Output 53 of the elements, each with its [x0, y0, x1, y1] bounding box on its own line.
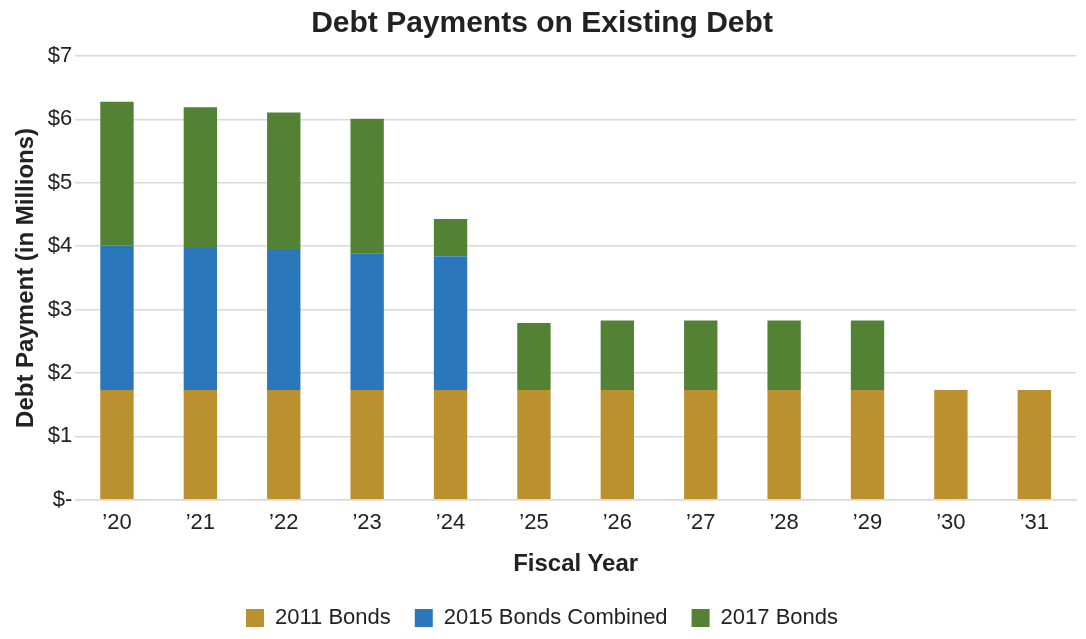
bar: [684, 320, 718, 391]
y-tick-label: $3: [47, 295, 73, 321]
bar: [850, 320, 885, 391]
bar: [100, 101, 134, 246]
bar: [600, 320, 635, 391]
bar: [100, 390, 134, 500]
y-tick-label: $6: [47, 105, 73, 131]
x-tick-label: ’28: [769, 509, 799, 535]
chart-title: Debt Payments on Existing Debt: [311, 5, 773, 39]
legend-label: 2011 Bonds: [274, 604, 391, 630]
y-tick-label: $-: [52, 485, 73, 511]
bar: [183, 107, 218, 249]
bar: [183, 248, 218, 391]
x-tick-label: ’25: [519, 509, 549, 535]
bar: [684, 390, 718, 500]
y-tick-label: $5: [47, 168, 73, 194]
bar: [350, 118, 384, 254]
y-tick-label: $1: [47, 422, 73, 448]
legend-label: 2015 Bonds Combined: [443, 604, 668, 630]
bar: [267, 390, 301, 500]
bar: [1017, 390, 1051, 500]
x-tick-label: ’27: [686, 509, 716, 535]
bar: [433, 256, 468, 391]
bar: [850, 390, 885, 500]
y-tick-label: $7: [47, 42, 73, 68]
bar: [350, 390, 384, 500]
bar: [183, 390, 218, 500]
x-tick-label: ’24: [435, 509, 466, 535]
x-axis-title: Fiscal Year: [513, 549, 639, 577]
bar: [267, 250, 301, 391]
x-tick-label: ’30: [936, 509, 966, 535]
bar: [600, 390, 635, 500]
bar: [767, 390, 801, 500]
bar: [517, 390, 551, 500]
x-tick-label: ’21: [185, 509, 216, 535]
bar: [350, 253, 384, 391]
x-tick-label: ’23: [352, 509, 382, 535]
x-tick-label: ’26: [602, 509, 633, 535]
x-tick-label: ’29: [852, 509, 883, 535]
y-tick-label: $2: [47, 359, 73, 385]
legend-label: 2017 Bonds: [720, 604, 839, 630]
bar: [100, 245, 134, 391]
bar: [767, 320, 801, 391]
x-tick-label: ’31: [1019, 509, 1049, 535]
bar: [934, 390, 968, 500]
bar: [517, 322, 551, 391]
bar: [433, 390, 468, 500]
y-tick-label: $4: [47, 232, 73, 258]
bar: [433, 218, 468, 257]
bar: [267, 112, 301, 250]
x-tick-label: ’22: [269, 509, 299, 535]
x-tick-label: ’20: [102, 509, 132, 535]
y-axis-title: Debt Payment (in Millions): [11, 127, 39, 428]
